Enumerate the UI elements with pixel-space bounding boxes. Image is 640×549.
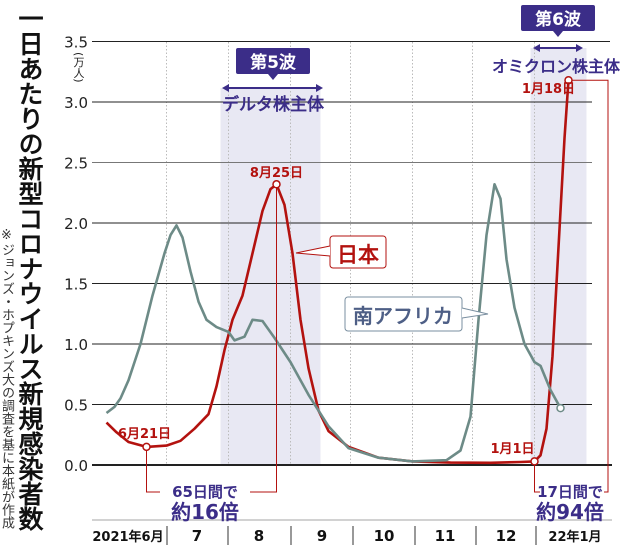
source-note: ※ジョンズ・ホプキンズ大の調査を基に本紙が作成	[0, 228, 14, 529]
x-tick-label: 22年1月	[548, 529, 601, 545]
wave5-badge	[236, 48, 310, 74]
x-tick-label: 10	[374, 527, 395, 545]
comparison-period: 17日間で	[537, 483, 603, 501]
y-tick-label: 3.5	[64, 34, 88, 52]
series-line-south-africa	[105, 183, 562, 463]
wave6-badge-text: 第6波	[535, 9, 582, 30]
series-label-south-africa: 南アフリカ	[353, 304, 453, 328]
y-tick-label: 2.0	[64, 215, 88, 233]
x-tick-label: 12	[496, 527, 517, 545]
wave6-badge	[521, 5, 595, 31]
series-label-pointer	[295, 245, 331, 257]
series-end-marker	[556, 403, 565, 413]
annotation-marker	[564, 75, 573, 85]
series-label-japan: 日本	[337, 243, 379, 267]
comparison-ratio: 約16倍	[171, 500, 239, 524]
y-tick-label: 1.0	[64, 336, 88, 354]
bracket-line	[146, 184, 277, 493]
annotation-label: 8月25日	[250, 166, 303, 181]
wave6-badge-pointer	[553, 31, 563, 37]
shaded-period	[220, 88, 321, 465]
y-tick-label: 0.5	[64, 397, 88, 415]
wave5-badge-pointer	[268, 74, 278, 80]
x-tick-label: 8	[254, 527, 264, 545]
wave6-label: オミクロン株主体	[492, 57, 621, 76]
comparison-ratio: 約94倍	[536, 500, 604, 524]
annotation-label: 1月1日	[490, 442, 534, 457]
comparison-period: 65日間で	[172, 483, 238, 501]
wave5-badge-text: 第5波	[250, 52, 297, 73]
annotation-label: 1月18日	[522, 82, 575, 97]
annotation-label: 6月21日	[118, 427, 171, 442]
x-tick-label: 2021年6月	[92, 529, 163, 545]
annotation-marker	[272, 180, 281, 189]
y-axis-unit: (万人)	[72, 52, 85, 83]
wave5-label: デルタ株主体	[222, 94, 325, 115]
x-tick-label: 11	[435, 527, 456, 545]
y-tick-label: 2.5	[64, 155, 88, 173]
annotation-marker	[530, 457, 539, 466]
y-tick-label: 1.5	[64, 276, 88, 294]
x-tick-label: 9	[317, 527, 327, 545]
y-tick-label: 3.0	[64, 94, 88, 112]
y-tick-label: 0.0	[64, 457, 88, 475]
bracket-line	[534, 79, 609, 493]
annotation-marker	[142, 442, 151, 452]
x-tick-label: 7	[192, 527, 202, 545]
series-line-japan	[105, 80, 570, 465]
chart-title: 一日あたりの新型コロナウイルス新規感染者数	[15, 6, 44, 531]
series-label-pointer	[461, 307, 489, 319]
